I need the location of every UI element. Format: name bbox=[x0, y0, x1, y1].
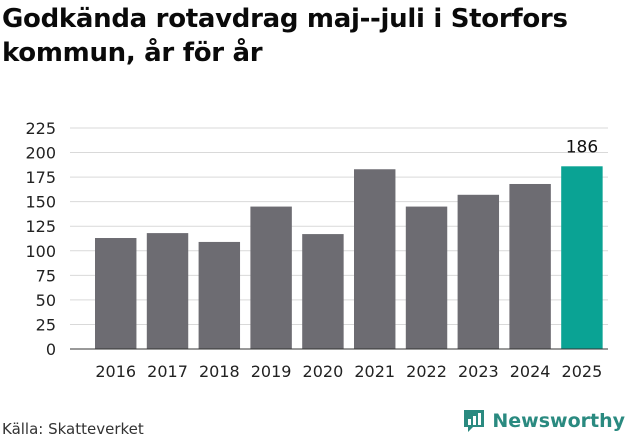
y-tick-label: 125 bbox=[25, 217, 56, 236]
bar-2016 bbox=[95, 238, 137, 349]
y-tick-label: 200 bbox=[25, 144, 56, 163]
y-tick-label: 0 bbox=[46, 340, 56, 359]
newsworthy-logo-text: Newsworthy bbox=[492, 410, 625, 432]
x-tick-label: 2022 bbox=[406, 362, 447, 381]
y-tick-label: 75 bbox=[36, 266, 56, 285]
bar-chart: 0 25 50 75 100 125 150 175 200 225 2016 2017 2018 201… bbox=[25, 119, 608, 381]
bar-2024 bbox=[509, 183, 551, 349]
x-tick-label: 2020 bbox=[303, 362, 344, 381]
bar-2023 bbox=[457, 194, 500, 349]
y-tick-label: 100 bbox=[25, 242, 56, 261]
x-tick-label: 2016 bbox=[95, 362, 136, 381]
bar-2019 bbox=[250, 206, 292, 349]
y-tick-label: 150 bbox=[25, 193, 56, 212]
y-tick-label: 25 bbox=[36, 315, 56, 334]
y-tick-label: 50 bbox=[36, 291, 56, 310]
newsworthy-logo-icon bbox=[464, 410, 485, 432]
bar-2025 bbox=[561, 166, 603, 349]
y-tick-label: 225 bbox=[25, 119, 56, 138]
y-tick-label: 175 bbox=[25, 168, 56, 187]
bar-2021 bbox=[354, 169, 396, 349]
x-tick-label: 2018 bbox=[199, 362, 240, 381]
chart-title-line-2: kommun, år för år bbox=[2, 38, 263, 68]
x-tick-label: 2025 bbox=[562, 362, 603, 381]
x-tick-label: 2023 bbox=[458, 362, 499, 381]
bar-2018 bbox=[198, 241, 241, 349]
bar-2022 bbox=[405, 206, 448, 349]
x-tick-label: 2024 bbox=[510, 362, 551, 381]
newsworthy-logo: Newsworthy bbox=[462, 408, 625, 434]
x-tick-label: 2017 bbox=[147, 362, 188, 381]
source-note: Källa: Skatteverket bbox=[2, 420, 144, 438]
bar-2017 bbox=[146, 233, 189, 349]
data-label: 186 bbox=[566, 137, 598, 157]
chart-title-line-1: Godkända rotavdrag maj--juli i Storfors bbox=[2, 4, 568, 34]
chart-title: Godkända rotavdrag maj--juli i Storfors … bbox=[2, 2, 627, 70]
bar-2020 bbox=[302, 234, 344, 349]
x-tick-label: 2019 bbox=[251, 362, 292, 381]
x-tick-label: 2021 bbox=[354, 362, 395, 381]
